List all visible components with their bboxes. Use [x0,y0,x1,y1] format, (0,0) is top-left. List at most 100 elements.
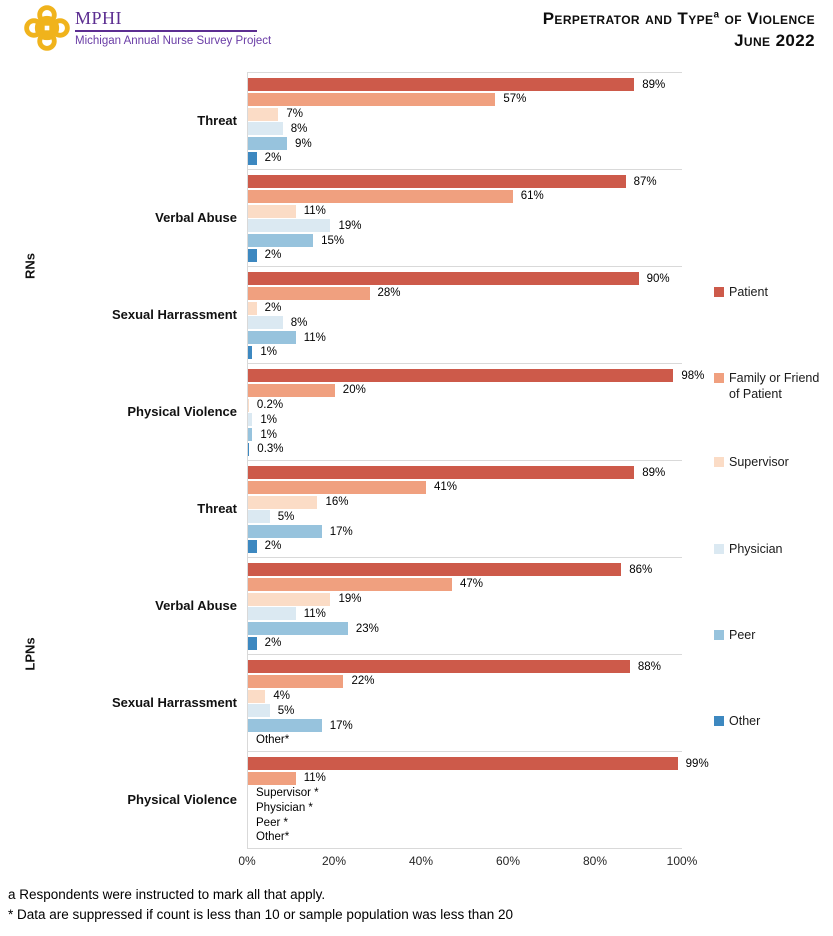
bar-peer [248,719,322,733]
value-label: 9% [295,137,312,150]
category-group: Threat 89% 57% 7% 8% 9% 2% [60,72,833,169]
legend-label: Peer [729,628,756,642]
plot-area: 86% 47% 19% 11% 23% 2% [247,557,682,654]
bar-row: 41% [248,480,682,494]
bar-row: 0.3% [248,442,682,456]
value-label: 0.2% [256,399,284,412]
bar-row: 15% [248,234,682,248]
mphi-logo-icon [24,5,70,51]
value-label: 1% [260,428,277,441]
value-label: 2% [264,540,282,553]
bar-row: 47% [248,577,682,591]
value-label: 19% [338,219,362,232]
legend-label: Family or Friend of Patient [729,371,820,401]
bar-row: 61% [248,189,682,203]
bar-supervisor [248,398,249,412]
value-label: 8% [290,122,308,135]
chart-title: Perpetrator and Typea of Violence June 2… [543,8,815,52]
plot-area: 90% 28% 2% 8% 11% 1% [247,266,682,363]
value-label: 5% [277,704,295,717]
bar-patient [248,563,622,576]
bar-row: 2% [248,301,682,315]
bar-peer [248,234,314,248]
bar-row: 8% [248,122,682,136]
bar-physician [248,704,270,718]
category-label: Physical Violence [127,792,237,807]
footnotes: a Respondents were instructed to mark al… [0,873,833,926]
value-label: 11% [303,772,326,785]
value-label: 86% [629,563,653,576]
bar-family-or-friend-of-patient [248,771,296,785]
bar-row: 89% [248,466,682,479]
bar-row: 89% [248,78,682,91]
chart-title-text: Perpetrator and Type [542,9,714,28]
bar-row: 87% [248,175,682,188]
bar-row: 1% [248,413,682,427]
bar-row: 98% [248,369,704,382]
category-group: Sexual Harrassment 90% 28% 2% 8% 11% 1% [60,266,833,363]
bar-row: 5% [248,510,682,524]
value-label: 11% [303,331,326,344]
bar-row: 5% [248,704,682,718]
x-axis-tick: 100% [666,854,698,868]
bar-peer [248,428,253,442]
legend-entry: Supervisor [714,454,789,470]
bar-row: 11% [248,331,682,345]
page-header: MPHI Michigan Annual Nurse Survey Projec… [0,0,833,62]
value-label: 98% [681,369,705,382]
footnote-suppression: * Data are suppressed if count is less t… [8,907,514,923]
value-label: 2% [264,302,282,315]
logo-text-block: MPHI Michigan Annual Nurse Survey Projec… [75,8,271,47]
value-label: 17% [329,719,353,732]
value-label: 89% [642,78,666,91]
bar-row: 20% [248,383,682,397]
bar-supervisor [248,495,318,509]
bar-peer [248,525,322,539]
bar-patient [248,757,678,770]
bar-family-or-friend-of-patient [248,480,426,494]
bar-patient [248,466,635,479]
value-label: 0.3% [257,443,284,456]
bar-supervisor [248,592,331,606]
suppressed-label: Supervisor * [256,787,319,800]
value-label: 11% [303,205,326,218]
value-label: 23% [355,622,379,635]
value-label: 19% [338,593,362,606]
bar-row: 9% [248,137,682,151]
legend-swatch [714,287,724,297]
bar-row: 2% [248,539,682,553]
value-label: 87% [633,175,657,188]
category-group: Physical Violence 99% 11% Supervisor * Physi… [60,751,833,848]
category-label: Threat [197,501,237,516]
bar-row: 7% [248,107,682,121]
plot-area: 87% 61% 11% 19% 15% 2% [247,169,682,266]
x-axis-tick: 0% [238,854,256,868]
logo-underline: MPHI [75,9,257,32]
value-label: 47% [459,578,483,591]
section-label: LPNs [22,637,38,671]
category-group: Verbal Abuse 87% 61% 11% 19% 15% 2% [60,169,833,266]
legend-label: Patient [729,285,768,299]
value-label: 8% [290,316,308,329]
bar-row: 57% [248,92,682,106]
bar-row: 86% [248,563,682,576]
bar-row: Other* [248,734,682,747]
value-label: 17% [329,525,353,538]
section-label-cell: LPNs [0,460,60,848]
value-label: 5% [277,510,295,523]
bar-family-or-friend-of-patient [248,383,335,397]
bar-family-or-friend-of-patient [248,577,452,591]
value-label: 61% [520,190,544,203]
legend-swatch [714,716,724,726]
bar-row: 17% [248,719,682,733]
bar-other [248,442,250,456]
category-groups: Threat 89% 57% 7% 8% 9% 2% Verbal Abuse 87% 61% 11… [60,72,833,460]
x-axis-tick: 20% [321,854,347,868]
bar-peer [248,622,348,636]
chart-section-rns: RNs Threat 89% 57% 7% 8% 9% 2% Verbal Abuse 87% 61… [0,72,833,460]
category-label: Sexual Harrassment [111,695,237,710]
bar-chart: RNs Threat 89% 57% 7% 8% 9% 2% Verbal Abuse 87% 61… [0,72,833,873]
value-label: 22% [351,675,375,688]
plot-area: 88% 22% 4% 5% 17% Other* [247,654,682,751]
bar-row: 2% [248,636,682,650]
